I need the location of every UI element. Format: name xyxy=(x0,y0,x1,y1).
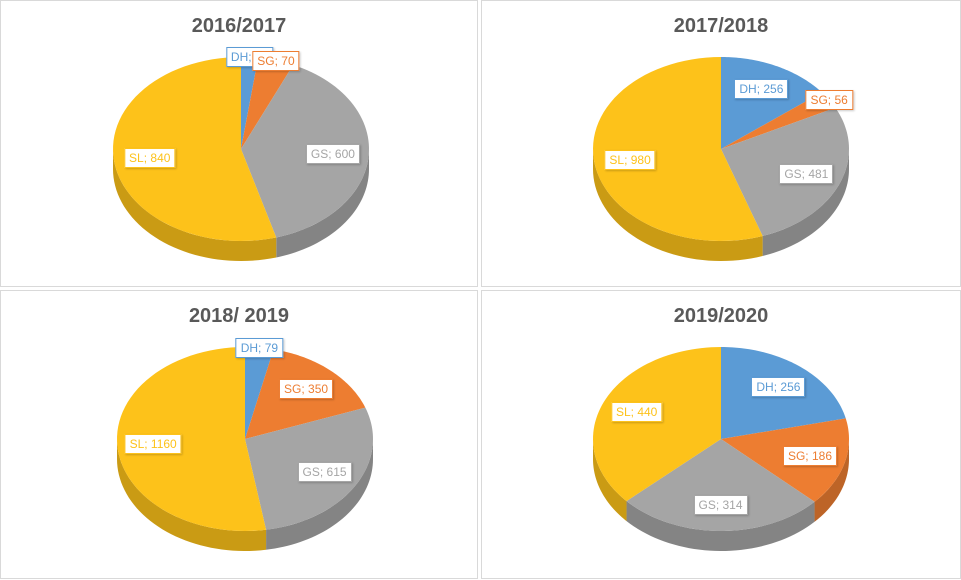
chart-title: 2018/ 2019 xyxy=(188,305,290,327)
data-label-dh: DH; 256 xyxy=(734,79,789,100)
pie-side-sl xyxy=(593,149,763,261)
chart-panel-1: 2016/2017 DH; 33 SG; 70 GS; 600 SL; 840 xyxy=(0,0,478,287)
data-label-sl: SL; 1160 xyxy=(124,434,182,455)
chart-panel-3: 2018/ 2019 DH; 79 SG; 350 GS; 615 SL; 1160 xyxy=(0,290,478,579)
data-label-gs: GS; 615 xyxy=(297,462,352,483)
pie-slice-dh xyxy=(241,57,259,149)
pie-side-gs xyxy=(266,439,373,550)
data-label-gs: GS; 314 xyxy=(693,495,748,516)
chart-title: 2017/2018 xyxy=(673,15,769,37)
data-label-sl: SL; 840 xyxy=(124,148,176,169)
pie-slice-sl xyxy=(593,347,721,502)
data-label-sg: SG; 56 xyxy=(805,89,853,110)
data-label-sg: SG; 186 xyxy=(782,446,837,467)
data-label-gs: GS; 600 xyxy=(305,143,360,164)
pie-slice-sg xyxy=(241,57,294,149)
pie-chart xyxy=(113,57,369,261)
data-label-dh: DH; 256 xyxy=(751,377,806,398)
data-label-gs: GS; 481 xyxy=(779,164,834,184)
pie-slice-sl xyxy=(117,347,267,531)
data-label-sg: SG; 350 xyxy=(279,379,334,400)
pie-slice-gs xyxy=(626,439,815,531)
data-label-sl: SL; 440 xyxy=(610,402,663,423)
data-label-sl: SL; 980 xyxy=(604,149,656,170)
pie-side-sl xyxy=(113,149,277,261)
pie-chart xyxy=(117,347,373,551)
pie-slice-sl xyxy=(593,57,763,241)
pie-side-gs xyxy=(762,149,849,256)
pie-side-sl xyxy=(117,439,267,551)
chart-panel-4: 2019/2020 DH; 256 SG; 186 GS; 314 SL; 440 xyxy=(481,290,961,579)
pie-side-sg xyxy=(814,439,849,522)
data-label-sg: SG; 70 xyxy=(252,50,300,71)
chart-title: 2016/2017 xyxy=(191,15,287,37)
pie-slice-dh xyxy=(245,347,274,439)
data-label-dh: DH; 79 xyxy=(235,337,284,358)
pie-slice-gs xyxy=(241,64,369,238)
pie-side-gs xyxy=(276,149,369,258)
pie-slice-sl xyxy=(113,57,277,241)
pie-chart xyxy=(593,57,849,261)
chart-title: 2019/2020 xyxy=(673,305,769,327)
pie-side-gs xyxy=(626,501,815,551)
pie-side-sl xyxy=(593,439,627,522)
chart-panel-2: 2017/2018 DH; 256 SG; 56 GS; 481 SL; 980 xyxy=(481,0,961,287)
pie-chart xyxy=(593,347,849,551)
